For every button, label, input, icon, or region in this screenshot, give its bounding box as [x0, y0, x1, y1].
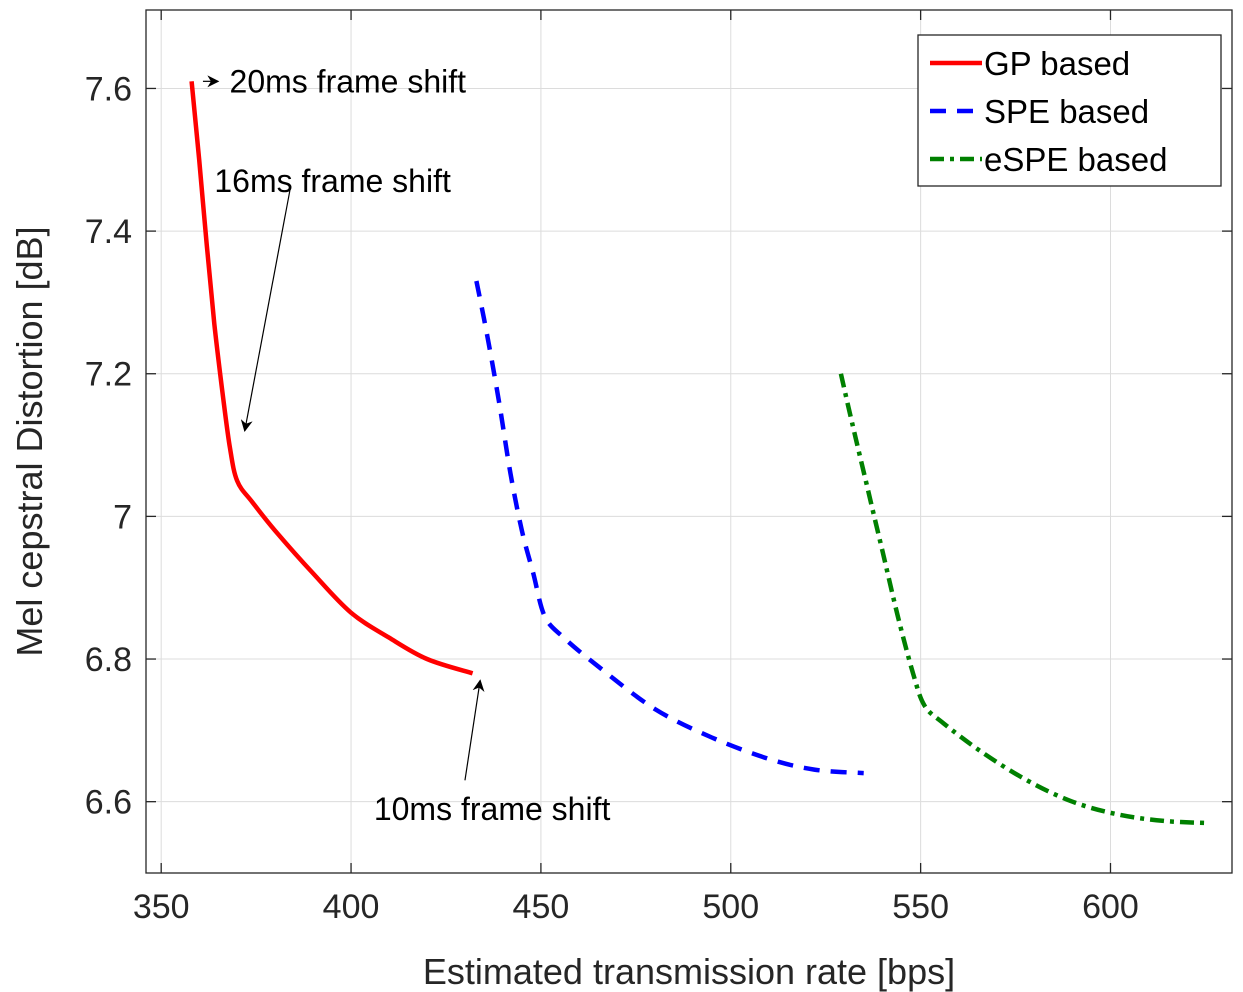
series-line-2: [838, 373, 1210, 826]
y-axis-label: Mel cepstral Distortion [dB]: [9, 226, 50, 656]
y-tick-label: 6.6: [85, 784, 132, 822]
annotation-arrow-1: [240, 188, 291, 432]
x-tick-label: 450: [513, 888, 570, 926]
series-line-0: [189, 81, 474, 676]
y-tick-label: 6.8: [85, 641, 132, 679]
legend-label-2: eSPE based: [984, 141, 1167, 178]
x-tick-label: 350: [133, 888, 190, 926]
x-tick-label: 550: [892, 888, 949, 926]
annotation-arrow-2: [464, 679, 485, 781]
legend: GP based SPE based eSPE based: [917, 34, 1222, 187]
y-tick-label: 7: [113, 498, 132, 536]
annotation-label-2: 10ms frame shift: [374, 791, 611, 827]
annotation-label-0: 20ms frame shift: [230, 63, 467, 99]
legend-label-1: SPE based: [984, 93, 1149, 130]
legend-label-0: GP based: [984, 45, 1130, 82]
y-tick-label: 7.6: [85, 70, 132, 108]
x-tick-label: 400: [323, 888, 380, 926]
series-line-1: [474, 280, 864, 776]
y-tick-label: 7.4: [85, 213, 132, 251]
plot-frame: [145, 9, 1233, 874]
y-tick-label: 7.2: [85, 356, 132, 394]
x-tick-label: 600: [1082, 888, 1139, 926]
annotations: 20ms frame shift 16ms frame shift 10ms fra…: [202, 63, 611, 827]
ticks: 350 400 450 500 550 600 6.6 6.8 7 7.2 7.4 7.6: [85, 10, 1232, 926]
annotation-label-1: 16ms frame shift: [214, 163, 451, 199]
x-tick-label: 500: [702, 888, 759, 926]
x-axis-label: Estimated transmission rate [bps]: [423, 951, 955, 992]
series-layer: [189, 81, 1210, 826]
